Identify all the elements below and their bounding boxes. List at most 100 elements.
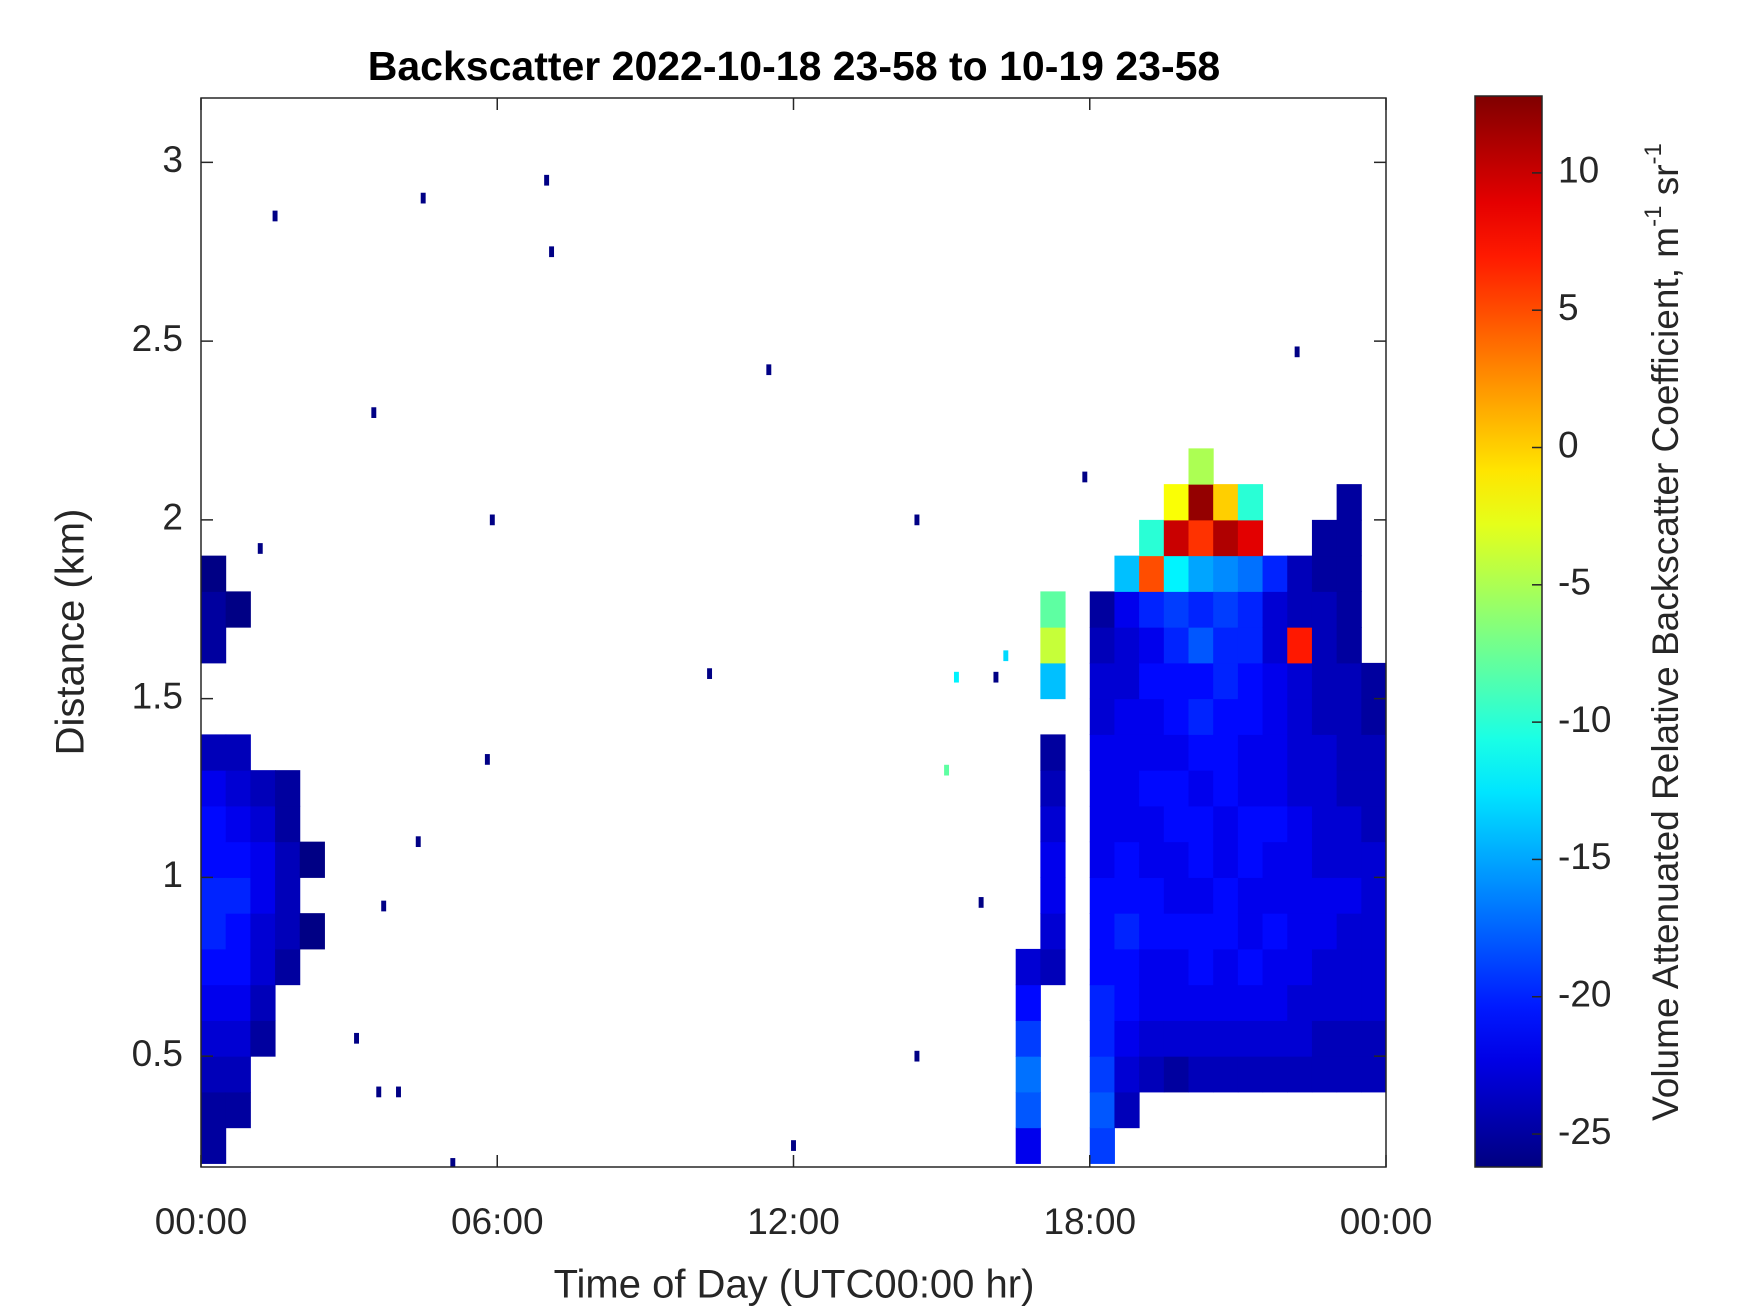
heatmap-cell <box>1040 877 1066 914</box>
heatmap-cell <box>1089 805 1115 843</box>
heatmap-cell <box>1336 627 1362 664</box>
heatmap-cell <box>1336 555 1362 592</box>
heatmap-cell <box>1089 984 1115 1021</box>
heatmap-cell <box>1089 627 1115 664</box>
heatmap-cell <box>1163 984 1189 1021</box>
isolated-return <box>415 836 421 848</box>
isolated-return <box>371 407 377 418</box>
heatmap-cell <box>1188 734 1214 771</box>
heatmap-cell <box>1089 591 1115 628</box>
heatmap-cell <box>1336 519 1362 557</box>
heatmap-cell <box>1262 984 1288 1021</box>
x-tick-label: 06:00 <box>451 1201 544 1242</box>
x-axis-label: Time of Day (UTC00:00 hr) <box>554 1263 1035 1307</box>
heatmap-cell <box>1163 519 1189 557</box>
heatmap-cell <box>1040 770 1066 807</box>
heatmap-cell <box>201 841 227 878</box>
heatmap-cell <box>1287 734 1313 771</box>
heatmap-cell <box>1139 770 1165 807</box>
isolated-return <box>1082 471 1088 483</box>
heatmap-cell <box>225 877 251 914</box>
heatmap-cell <box>225 591 251 628</box>
heatmap-cell <box>1237 698 1264 735</box>
heatmap-cell <box>201 948 227 986</box>
x-tick-label: 18:00 <box>1043 1201 1136 1242</box>
isolated-return <box>1294 346 1300 358</box>
heatmap-cell <box>1336 1020 1362 1057</box>
heatmap-cell <box>201 627 227 664</box>
heatmap-cell <box>201 555 227 592</box>
heatmap-cell <box>1361 877 1387 914</box>
heatmap-cell <box>1237 913 1264 950</box>
heatmap-cell <box>1336 984 1362 1021</box>
heatmap-cell <box>1361 698 1387 735</box>
heatmap-cell <box>1213 734 1239 771</box>
isolated-return <box>766 364 772 376</box>
isolated-return <box>420 192 426 204</box>
heatmap-cell <box>1040 591 1066 628</box>
heatmap-cell <box>1311 555 1338 592</box>
heatmap-cell <box>1089 1056 1115 1093</box>
x-tick-label: 00:00 <box>1340 1201 1433 1242</box>
heatmap-cell <box>1361 984 1387 1021</box>
heatmap-cell <box>1188 913 1214 950</box>
heatmap-cell <box>1015 948 1041 986</box>
heatmap-cell <box>1262 877 1288 914</box>
heatmap-cell <box>1237 662 1264 700</box>
heatmap-cell <box>1311 698 1338 735</box>
heatmap-cell <box>1336 948 1362 986</box>
heatmap-cell <box>1163 662 1189 700</box>
isolated-return <box>549 246 555 258</box>
isolated-return <box>376 1086 382 1098</box>
heatmap-cell <box>1262 662 1288 700</box>
isolated-return <box>944 764 950 776</box>
heatmap-cell <box>1213 1020 1239 1057</box>
heatmap-cell <box>275 805 301 843</box>
heatmap-cell <box>201 984 227 1021</box>
heatmap-cell <box>201 1091 227 1129</box>
heatmap-cell <box>1237 734 1264 771</box>
heatmap-cell <box>1213 841 1239 878</box>
heatmap-cell <box>1114 734 1140 771</box>
heatmap-cell <box>1287 555 1313 592</box>
isolated-return <box>544 174 550 186</box>
heatmap-cell <box>1262 805 1288 843</box>
heatmap-cell <box>1311 841 1338 878</box>
plot-area <box>201 174 1387 1167</box>
heatmap-cell <box>250 1020 276 1057</box>
heatmap-cell <box>1311 805 1338 843</box>
heatmap-cell <box>1213 770 1239 807</box>
heatmap-cell <box>1188 770 1214 807</box>
heatmap-cell <box>1188 555 1214 592</box>
heatmap-cell <box>1139 734 1165 771</box>
heatmap-cell <box>201 805 227 843</box>
heatmap-cell <box>1188 1020 1214 1057</box>
heatmap-cell <box>1237 519 1264 557</box>
heatmap-cell <box>1336 662 1362 700</box>
heatmap-cell <box>1237 1056 1264 1093</box>
heatmap-cell <box>1114 627 1140 664</box>
heatmap-cell <box>1311 519 1338 557</box>
heatmap-cell <box>1213 555 1239 592</box>
heatmap-cell <box>225 841 251 878</box>
x-tick-label: 00:00 <box>155 1201 248 1242</box>
heatmap-cell <box>250 770 276 807</box>
heatmap-cell <box>1015 984 1041 1021</box>
heatmap-cell <box>1287 877 1313 914</box>
heatmap-cell <box>1336 1056 1362 1093</box>
heatmap-cell <box>1015 1091 1041 1129</box>
colorbar-tick-label: 0 <box>1558 424 1579 465</box>
heatmap-cell <box>299 841 325 878</box>
heatmap-cell <box>1336 841 1362 878</box>
heatmap-cell <box>1188 484 1214 521</box>
heatmap-cell <box>1336 877 1362 914</box>
heatmap-cell <box>1213 877 1239 914</box>
isolated-return <box>791 1140 796 1151</box>
heatmap-cell <box>1139 877 1165 914</box>
heatmap-cell <box>1089 662 1115 700</box>
heatmap-cell <box>1139 555 1165 592</box>
colorbar-label-part: -1 <box>1640 143 1667 164</box>
heatmap-cell <box>1361 841 1387 878</box>
heatmap-cell <box>1311 770 1338 807</box>
heatmap-cell <box>1188 841 1214 878</box>
